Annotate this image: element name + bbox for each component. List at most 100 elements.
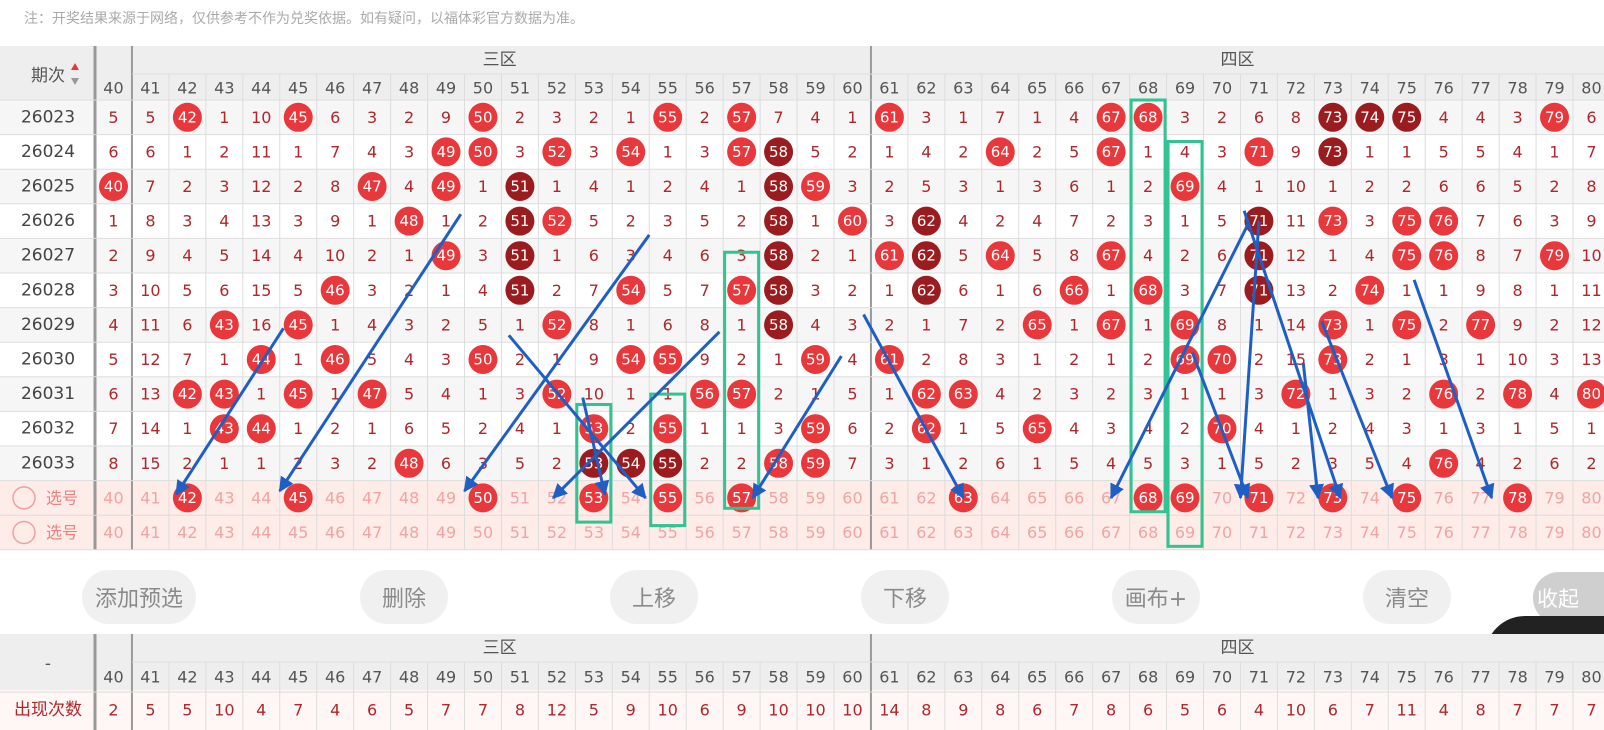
bottom-column-header: 41 — [140, 668, 160, 687]
column-header: 46 — [325, 79, 345, 98]
miss-count: 1 — [256, 454, 266, 473]
period-cell: 26027 — [21, 246, 75, 266]
miss-count: 2 — [773, 385, 783, 404]
miss-count: 3 — [1032, 177, 1042, 196]
picked-ball — [653, 483, 683, 513]
column-header: 62 — [916, 79, 936, 98]
miss-count: 5 — [478, 315, 488, 334]
miss-count: 10 — [251, 108, 271, 127]
bottom-column-header: 71 — [1249, 668, 1269, 687]
clear-button[interactable]: 清空 — [1363, 570, 1451, 624]
bottom-column-header: 53 — [584, 668, 604, 687]
miss-count: 12 — [1286, 246, 1306, 265]
miss-count: 2 — [552, 281, 562, 300]
ball-number: 43 — [215, 316, 234, 334]
number-ball — [542, 137, 572, 167]
number-ball — [764, 275, 794, 305]
move-down-button[interactable]: 下移 — [861, 570, 949, 624]
miss-count: 1 — [1180, 212, 1190, 231]
miss-count: 2 — [1549, 177, 1559, 196]
miss-count: 8 — [330, 177, 340, 196]
miss-count: 1 — [1106, 177, 1116, 196]
appearance-count: 5 — [145, 701, 155, 720]
ball-number: 71 — [1249, 143, 1268, 161]
ball-number: 48 — [400, 454, 419, 472]
appearance-count: 10 — [805, 701, 825, 720]
miss-count: 3 — [552, 108, 562, 127]
ball-number: 79 — [1545, 247, 1564, 265]
miss-count: 6 — [1217, 246, 1227, 265]
number-ball — [209, 414, 239, 444]
miss-count: 2 — [1143, 177, 1153, 196]
miss-count: 1 — [1402, 350, 1412, 369]
miss-count: 15 — [251, 281, 271, 300]
miss-count: 2 — [737, 212, 747, 231]
select-number: 43 — [214, 488, 234, 507]
ball-number: 54 — [621, 454, 640, 472]
miss-count: 4 — [293, 246, 303, 265]
miss-count: 3 — [478, 246, 488, 265]
miss-count: 5 — [515, 454, 525, 473]
number-ball — [98, 172, 128, 201]
delete-button[interactable]: 删除 — [360, 570, 448, 624]
miss-count: 5 — [1439, 142, 1449, 161]
appearance-count: 9 — [958, 701, 968, 720]
miss-count: 3 — [1512, 108, 1522, 127]
bottom-column-header: 57 — [731, 668, 751, 687]
ball-number: 70 — [1212, 351, 1231, 369]
miss-count: 3 — [515, 385, 525, 404]
select-number: 60 — [842, 488, 862, 507]
select-number: 40 — [103, 523, 123, 542]
miss-count: 1 — [1328, 385, 1338, 404]
miss-count: 9 — [700, 350, 710, 369]
miss-count: 11 — [1581, 281, 1601, 300]
number-ball — [579, 448, 609, 478]
move-up-button[interactable]: 上移 — [610, 570, 698, 624]
ball-number: 67 — [1102, 316, 1121, 334]
number-ball — [764, 241, 794, 271]
select-number: 63 — [953, 523, 973, 542]
miss-count: 5 — [108, 350, 118, 369]
miss-count: 4 — [1180, 142, 1190, 161]
miss-count: 3 — [1180, 108, 1190, 127]
ball-number: 44 — [252, 420, 271, 438]
column-header: 41 — [140, 79, 160, 98]
miss-count: 2 — [884, 419, 894, 438]
select-number: 65 — [1027, 488, 1047, 507]
ball-number: 54 — [621, 351, 640, 369]
select-number: 41 — [140, 488, 160, 507]
miss-count: 4 — [1143, 246, 1153, 265]
miss-count: 7 — [958, 315, 968, 334]
bottom-zone4-label: 四区 — [1220, 638, 1254, 658]
ball-number: 52 — [547, 212, 566, 230]
bottom-column-header: 64 — [990, 668, 1010, 687]
number-ball — [1503, 379, 1533, 409]
add-preselect-button[interactable]: 添加预选 — [82, 570, 196, 624]
miss-count: 5 — [1069, 142, 1079, 161]
picked-number: 71 — [1249, 489, 1268, 507]
number-ball — [911, 275, 941, 305]
bottom-column-header: 42 — [177, 668, 197, 687]
trend-arrow — [463, 234, 651, 493]
bottom-column-header: 61 — [879, 668, 899, 687]
miss-count: 3 — [1365, 212, 1375, 231]
select-number: 57 — [731, 523, 751, 542]
highlight-box — [1166, 140, 1204, 548]
ball-number: 74 — [1360, 281, 1379, 299]
picked-ball — [1133, 483, 1163, 513]
ball-number: 46 — [326, 351, 345, 369]
number-ball — [690, 379, 720, 409]
number-ball — [431, 137, 461, 167]
number-ball — [542, 206, 572, 236]
miss-count: 2 — [995, 315, 1005, 334]
miss-count: 3 — [847, 177, 857, 196]
miss-count: 1 — [552, 419, 562, 438]
miss-count: 2 — [182, 177, 192, 196]
miss-count: 2 — [1328, 419, 1338, 438]
miss-count: 4 — [367, 142, 377, 161]
miss-count: 8 — [1291, 108, 1301, 127]
canvas-plus-button[interactable]: 画布+ — [1112, 570, 1200, 624]
ball-number: 73 — [1323, 212, 1342, 230]
number-ball — [764, 310, 794, 340]
collapse-button[interactable]: 收起 — [1533, 572, 1604, 624]
